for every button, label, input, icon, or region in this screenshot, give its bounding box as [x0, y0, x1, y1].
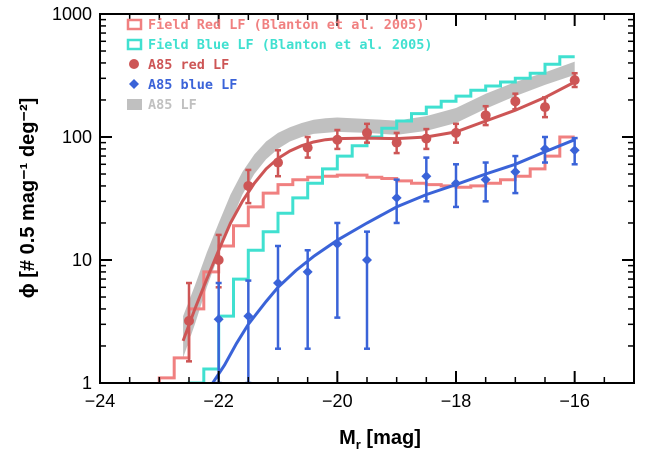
a85-red-lf-point: [451, 122, 461, 144]
a85-blue-lf-point: [540, 135, 550, 164]
legend-circle-swatch: [129, 59, 139, 69]
a85-red-lf-point: [184, 281, 194, 363]
a85-red-lf-marker: [243, 180, 254, 191]
a85-red-lf-marker: [332, 134, 343, 145]
a85-blue-lf-marker: [451, 178, 461, 189]
legend-box-swatch: [126, 18, 143, 31]
a85-blue-lf-point: [302, 249, 313, 350]
a85-red-lf-point: [569, 71, 580, 89]
a85-blue-lf-marker: [213, 314, 224, 325]
a85-blue-lf-point: [421, 156, 432, 203]
a85-red-lf-marker: [510, 96, 521, 107]
a85-red-lf-point: [540, 96, 550, 119]
a85-red-lf-marker: [391, 137, 402, 148]
a85-red-lf-point: [421, 127, 432, 151]
a85-red-lf-point: [510, 92, 521, 111]
x-tick-label: −16: [559, 391, 590, 411]
legend-diamond-swatch: [129, 79, 139, 89]
legend-label: A85 blue LF: [148, 77, 237, 93]
a85-blue-lf-marker: [510, 166, 521, 177]
a85-red-lf-marker: [302, 142, 313, 153]
a85-red-lf-point: [391, 131, 402, 155]
legend-filled-swatch: [127, 99, 142, 110]
a85-blue-lf-marker: [391, 192, 402, 203]
a85-blue-lf-point: [480, 161, 491, 203]
a85-blue-lf-point: [362, 230, 372, 350]
a85-blue-lf-marker: [480, 174, 491, 185]
y-tick-label: 10: [72, 250, 92, 270]
x-tick-label: −20: [322, 391, 353, 411]
legend-entry: A85 blue LF: [129, 77, 237, 93]
axes-layer: −24 −22 −20 −18 −16 1 10 100 1000: [52, 4, 635, 411]
legend-label: Field Blue LF (Blanton et al. 2005): [148, 37, 432, 53]
a85-red-lf-marker: [540, 102, 550, 113]
a85-blue-lf-point: [213, 281, 224, 383]
a85-red-lf-point: [273, 149, 283, 178]
a85-red-lf-point: [213, 233, 224, 289]
a85-red-lf-marker: [273, 157, 283, 168]
a85-lf-band: [183, 61, 575, 358]
a85-blue-lf-marker: [421, 171, 432, 182]
legend-box-swatch: [126, 38, 143, 51]
a85-red-lf-point: [302, 135, 313, 159]
a85-red-lf-marker: [569, 75, 580, 86]
a85-blue-lf-point: [451, 163, 461, 209]
a85-blue-lf-marker: [332, 238, 343, 249]
y-axis-label: ϕ [# 0.5 mag⁻¹ deg⁻²]: [17, 98, 39, 299]
y-tick-label: 1000: [52, 4, 92, 24]
a85-blue-lf-point: [569, 136, 580, 166]
a85-blue-lf-marker: [243, 311, 254, 322]
a85-red-lf-point: [243, 168, 254, 205]
a85-blue-lf-marker: [302, 266, 313, 277]
a85-red-lf-marker: [184, 315, 194, 326]
a85-blue-lf-point: [332, 221, 343, 319]
a85-blue-lf-marker: [569, 145, 580, 156]
a85-red-lf-marker: [213, 255, 224, 265]
legend-label: A85 red LF: [148, 57, 229, 73]
x-axis-label: Mr [mag]: [339, 427, 421, 452]
a85-lf-band-layer: [183, 61, 575, 358]
legend-label: A85 LF: [148, 97, 197, 113]
legend-entry: A85 LF: [127, 97, 197, 113]
legend-label: Field Red LF (Blanton et al. 2005): [148, 17, 424, 33]
a85-blue-lf-point: [273, 244, 283, 350]
a85-blue-lf-marker: [273, 278, 283, 289]
a85-red-lf-marker: [421, 133, 432, 144]
legend-entry: Field Blue LF (Blanton et al. 2005): [126, 37, 432, 53]
a85-red-lf-point: [480, 104, 491, 127]
y-tick-label: 1: [82, 373, 92, 393]
data-points-layer: [184, 71, 580, 383]
legend-entry: Field Red LF (Blanton et al. 2005): [126, 17, 424, 33]
a85-blue-lf-point: [243, 279, 254, 383]
a85-red-lf-marker: [480, 110, 491, 121]
a85-blue-lf-marker: [362, 255, 372, 265]
a85-red-lf-marker: [451, 127, 461, 138]
a85-blue-lf-point: [510, 154, 521, 195]
legend-entry: A85 red LF: [129, 57, 229, 73]
a85-red-lf-marker: [362, 127, 372, 138]
x-tick-label: −22: [203, 391, 234, 411]
a85-red-lf-point: [332, 128, 343, 151]
a85-blue-lf-marker: [540, 143, 550, 154]
y-tick-label: 100: [62, 127, 92, 147]
x-tick-label: −24: [85, 391, 116, 411]
a85-red-lf-point: [362, 122, 372, 144]
legend: Field Red LF (Blanton et al. 2005) Field …: [126, 17, 432, 113]
x-tick-label: −18: [441, 391, 472, 411]
a85-blue-lf-point: [391, 178, 402, 225]
